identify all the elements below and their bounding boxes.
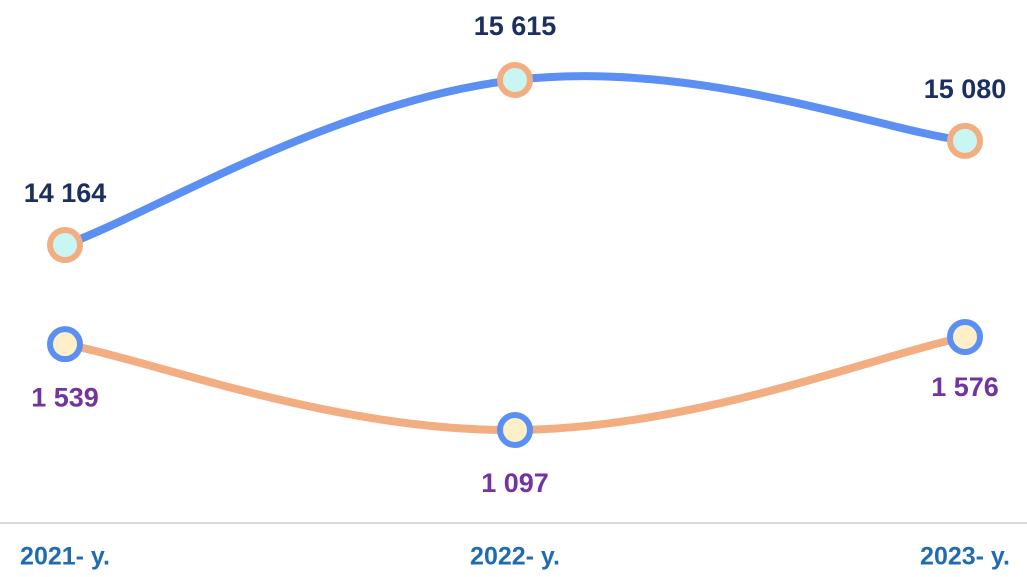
data-label: 1 097 xyxy=(481,468,549,498)
point-marker xyxy=(47,326,83,363)
point-marker xyxy=(497,62,533,98)
data-label: 1 539 xyxy=(31,382,99,412)
data-label: 1 576 xyxy=(931,372,999,402)
x-tick-label: 2022- y. xyxy=(470,543,560,571)
x-tick-label: 2023- y. xyxy=(920,543,1010,571)
data-label: 14 164 xyxy=(24,178,107,208)
point-marker xyxy=(947,122,983,159)
series-line xyxy=(61,72,969,249)
x-tick-label: 2021- y. xyxy=(20,543,110,571)
point-marker xyxy=(947,319,983,355)
point-marker xyxy=(47,227,83,263)
point-marker xyxy=(497,412,533,448)
data-label: 15 080 xyxy=(924,74,1007,104)
data-label: 15 615 xyxy=(474,11,557,41)
